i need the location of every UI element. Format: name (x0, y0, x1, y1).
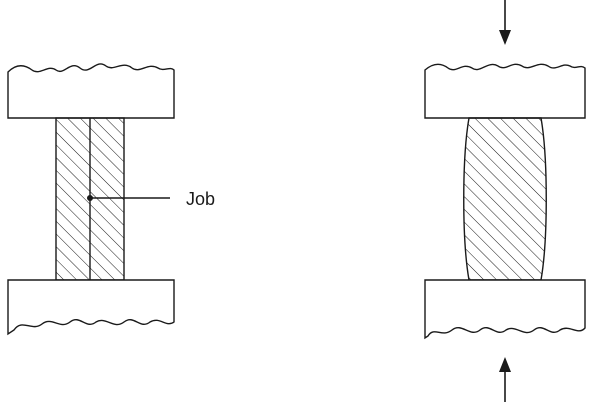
right-top-die (424, 63, 586, 119)
bottom-force-arrow-icon (499, 357, 511, 372)
left-assembly: Job (7, 63, 215, 336)
left-bottom-die (7, 279, 175, 336)
right-job-bulged (463, 117, 547, 281)
job-label: Job (186, 189, 215, 209)
right-assembly (424, 0, 586, 402)
left-top-die (7, 63, 175, 119)
top-force-arrow-icon (499, 30, 511, 45)
right-bottom-die (424, 279, 586, 340)
